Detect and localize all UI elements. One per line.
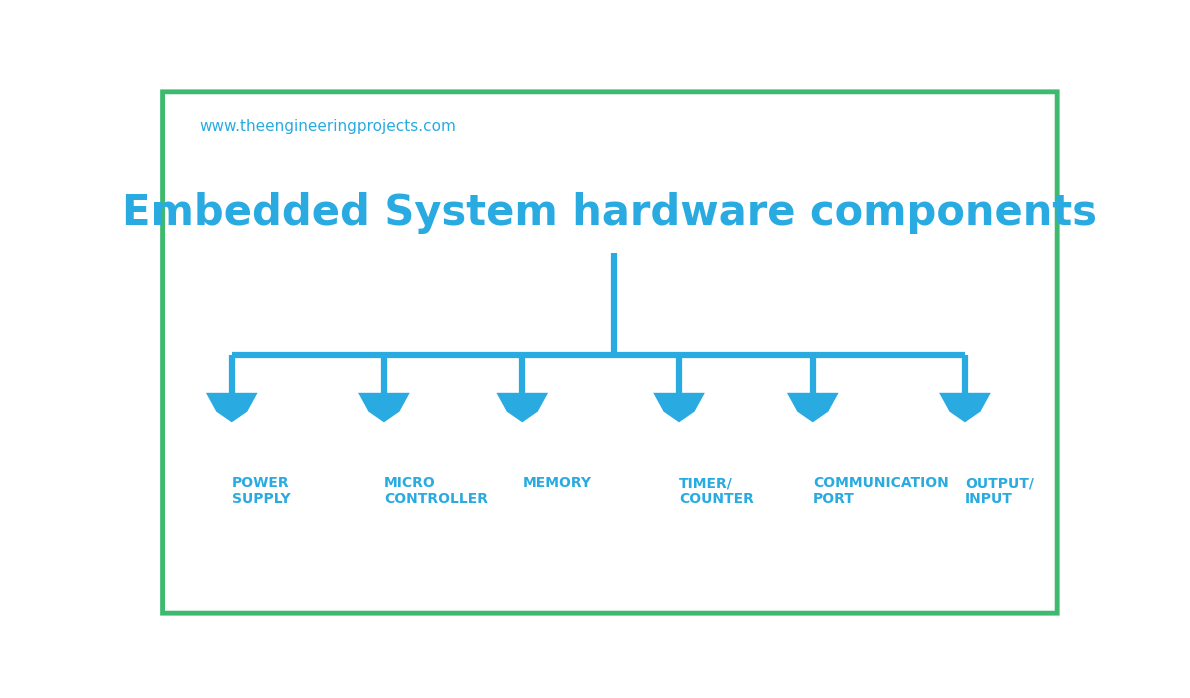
- Polygon shape: [358, 393, 409, 422]
- Text: OUTPUT/
INPUT: OUTPUT/ INPUT: [965, 476, 1034, 506]
- Polygon shape: [787, 393, 839, 422]
- Text: MEMORY: MEMORY: [522, 476, 591, 490]
- FancyBboxPatch shape: [163, 92, 1057, 613]
- Polygon shape: [939, 393, 991, 422]
- Text: www.theengineeringprojects.com: www.theengineeringprojects.com: [200, 119, 456, 134]
- Polygon shape: [496, 393, 549, 422]
- Polygon shape: [206, 393, 257, 422]
- Polygon shape: [653, 393, 704, 422]
- Text: TIMER/
COUNTER: TIMER/ COUNTER: [679, 476, 754, 506]
- Text: POWER
SUPPLY: POWER SUPPLY: [232, 476, 290, 506]
- Text: Embedded System hardware components: Embedded System hardware components: [123, 192, 1097, 234]
- Text: COMMUNICATION
PORT: COMMUNICATION PORT: [813, 476, 948, 506]
- Text: MICRO
CONTROLLER: MICRO CONTROLLER: [384, 476, 488, 506]
